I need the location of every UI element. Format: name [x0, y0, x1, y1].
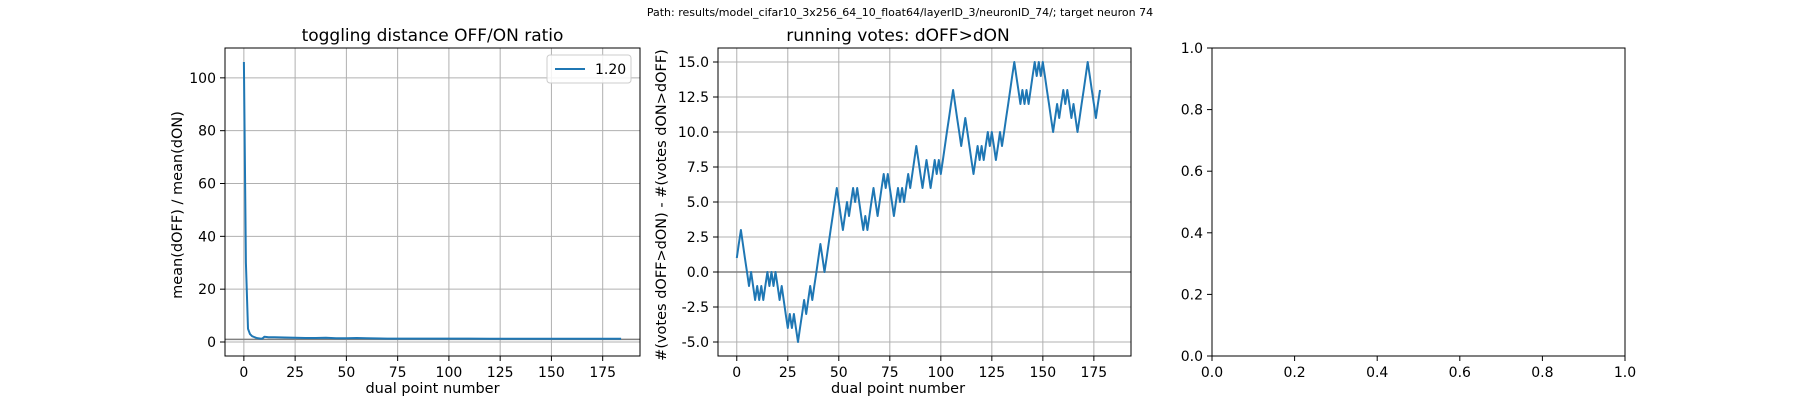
ratio-chart-y-tick-label: 20	[198, 282, 216, 298]
ratio-chart-y-tick-label: 80	[198, 124, 216, 140]
ratio-chart-y-tick-label: 0	[207, 335, 216, 351]
empty-chart-x-tick-label: 0.8	[1531, 365, 1553, 381]
votes-chart-y-tick-label: 2.5	[687, 230, 709, 246]
empty-chart-x-tick-label: 0.2	[1283, 365, 1305, 381]
ratio-chart-y-tick-label: 40	[198, 229, 216, 245]
votes-chart-y-tick-label: 15.0	[678, 55, 709, 71]
empty-chart-x-tick-label: 0.4	[1366, 365, 1388, 381]
votes-chart-y-tick-label: -2.5	[682, 300, 709, 316]
votes-chart-y-tick-label: 7.5	[687, 160, 709, 176]
ratio-chart-y-tick-label: 60	[198, 177, 216, 193]
empty-chart-y-tick-label: 0.2	[1181, 287, 1203, 303]
votes-chart-x-tick-label: 100	[927, 365, 954, 381]
votes-chart-x-tick-label: 0	[732, 365, 741, 381]
empty-chart-y-tick-label: 0.8	[1181, 103, 1203, 119]
ratio-chart-panel: toggling distance OFF/ON ratio dual poin…	[170, 26, 641, 397]
votes-chart-x-tick-label: 175	[1080, 365, 1107, 381]
votes-chart-title: running votes: dOFF>dON	[786, 26, 1009, 46]
ratio-chart-ylabel: mean(dOFF) / mean(dON)	[170, 111, 186, 299]
ratio-chart-x-tick-label: 150	[538, 365, 565, 381]
votes-chart-x-tick-label: 50	[830, 365, 848, 381]
votes-chart-y-tick-label: 0.0	[687, 265, 709, 281]
votes-chart-axes-frame	[717, 47, 1132, 357]
empty-chart-y-tick-label: 0.4	[1181, 226, 1203, 242]
empty-chart-y-tick-label: 0.0	[1181, 349, 1203, 365]
votes-chart-xlabel: dual point number	[831, 381, 965, 397]
legend-entry-label: 1.20	[595, 62, 626, 78]
votes-chart-x-tick-label: 150	[1029, 365, 1056, 381]
empty-chart-axes-frame	[1211, 47, 1626, 357]
votes-chart-ylabel: #(votes dOFF>dON) - #(votes dON>dOFF)	[654, 49, 670, 361]
ratio-chart-xlabel: dual point number	[365, 381, 499, 397]
votes-chart-panel: running votes: dOFF>dON dual point numbe…	[654, 26, 1132, 397]
ratio-chart-legend: 1.20	[546, 54, 632, 84]
ratio-chart-gridlines	[225, 48, 640, 356]
ratio-chart-x-tick-label: 175	[589, 365, 616, 381]
votes-chart-x-tick-label: 75	[881, 365, 899, 381]
empty-chart-y-tick-label: 1.0	[1181, 41, 1203, 57]
ratio-chart-axes-frame	[224, 47, 641, 357]
legend-frame	[546, 54, 632, 84]
empty-chart-y-tick-label: 0.6	[1181, 164, 1203, 180]
ratio-chart-x-tick-label: 25	[286, 365, 304, 381]
votes-chart-y-tick-label: 5.0	[687, 195, 709, 211]
votes-series-line	[735, 61, 1101, 343]
ratio-chart-y-tick-label: 100	[189, 71, 216, 87]
ratio-chart-x-tick-label: 0	[239, 365, 248, 381]
votes-chart-x-tick-label: 125	[978, 365, 1005, 381]
ratio-chart-x-tick-label: 75	[389, 365, 407, 381]
ratio-chart-x-tick-label: 50	[337, 365, 355, 381]
ratio-chart-x-tick-label: 100	[436, 365, 463, 381]
figure-suptitle: Path: results/model_cifar10_3x256_64_10_…	[646, 6, 1154, 19]
votes-chart-y-tick-label: -5.0	[682, 335, 709, 351]
empty-chart-x-tick-label: 1.0	[1614, 365, 1636, 381]
ratio-series-line	[242, 61, 622, 340]
votes-chart-y-tick-label: 10.0	[678, 125, 709, 141]
votes-chart-y-tick-label: 12.5	[678, 90, 709, 106]
votes-chart-gridlines	[718, 48, 1131, 356]
empty-chart-x-tick-label: 0.0	[1201, 365, 1223, 381]
empty-chart-panel: 0.0 0.2 0.4 0.6 0.8 1.0 0.0 0.2 0.4 0.6 0.8 1.0	[1181, 41, 1636, 381]
ratio-chart-x-tick-label: 125	[487, 365, 514, 381]
empty-chart-x-tick-label: 0.6	[1449, 365, 1471, 381]
ratio-chart-title: toggling distance OFF/ON ratio	[302, 26, 564, 46]
votes-chart-x-tick-label: 25	[779, 365, 797, 381]
